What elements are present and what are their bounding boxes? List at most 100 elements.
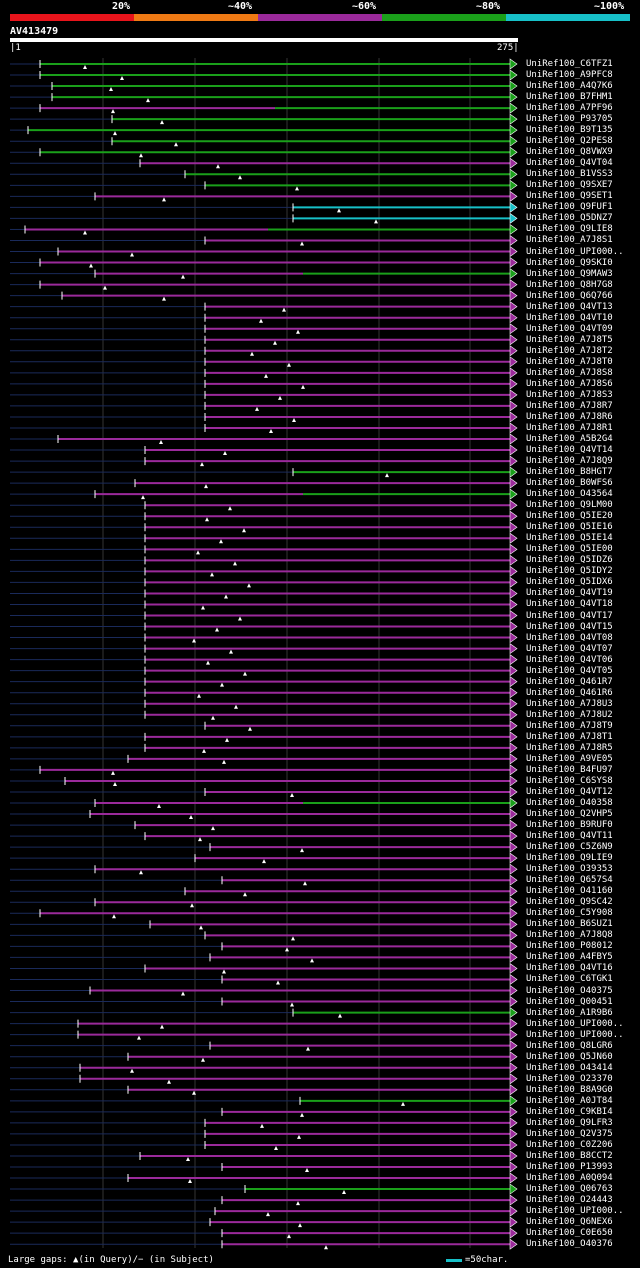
hit-label[interactable]: UniRef100_Q5IE16 — [526, 522, 613, 533]
hit-label[interactable]: UniRef100_Q461R7 — [526, 676, 613, 687]
hit-label[interactable]: UniRef100_A1R9B6 — [526, 1007, 613, 1018]
hit-label[interactable]: UniRef100_Q5IE00 — [526, 544, 613, 555]
hit-label[interactable]: UniRef100_Q4VT10 — [526, 312, 613, 323]
hit-label[interactable]: UniRef100_A7J8T5 — [526, 334, 613, 345]
hit-label[interactable]: UniRef100_A7J8T9 — [526, 720, 613, 731]
hit-label[interactable]: UniRef100_A7J8T1 — [526, 731, 613, 742]
hit-label[interactable]: UniRef100_Q9SKI0 — [526, 257, 613, 268]
hit-label[interactable]: UniRef100_A0Q094 — [526, 1173, 613, 1184]
hit-label[interactable]: UniRef100_O40376 — [526, 1239, 613, 1250]
hit-label[interactable]: UniRef100_A4FBY5 — [526, 952, 613, 963]
hit-label[interactable]: UniRef100_Q9MAW3 — [526, 268, 613, 279]
hit-label[interactable]: UniRef100_C0E650 — [526, 1228, 613, 1239]
hit-label[interactable]: UniRef100_B6SUZ1 — [526, 919, 613, 930]
hit-label[interactable]: UniRef100_A9VE05 — [526, 753, 613, 764]
hit-label[interactable]: UniRef100_B0WFS6 — [526, 478, 613, 489]
hit-label[interactable]: UniRef100_O24443 — [526, 1195, 613, 1206]
hit-label[interactable]: UniRef100_A7PF96 — [526, 103, 613, 114]
hit-label[interactable]: UniRef100_A7J8S3 — [526, 389, 613, 400]
hit-label[interactable]: UniRef100_Q9LFR3 — [526, 1117, 613, 1128]
hit-label[interactable]: UniRef100_Q5DNZ7 — [526, 213, 613, 224]
hit-label[interactable]: UniRef100_Q4VT18 — [526, 599, 613, 610]
hit-label[interactable]: UniRef100_Q4VT08 — [526, 632, 613, 643]
hit-label[interactable]: UniRef100_C0Z206 — [526, 1139, 613, 1150]
hit-label[interactable]: UniRef100_A4Q7K6 — [526, 81, 613, 92]
hit-label[interactable]: UniRef100_Q2V375 — [526, 1128, 613, 1139]
hit-label[interactable]: UniRef100_B7FHM1 — [526, 92, 613, 103]
hit-label[interactable]: UniRef100_O39353 — [526, 864, 613, 875]
hit-label[interactable]: UniRef100_C5Z6N9 — [526, 842, 613, 853]
hit-label[interactable]: UniRef100_Q00451 — [526, 996, 613, 1007]
hit-label[interactable]: UniRef100_A7J8R1 — [526, 422, 613, 433]
hit-label[interactable]: UniRef100_Q657S4 — [526, 875, 613, 886]
hit-label[interactable]: UniRef100_P93705 — [526, 114, 613, 125]
hit-label[interactable]: UniRef100_Q9LM00 — [526, 500, 613, 511]
hit-label[interactable]: UniRef100_Q8VWX9 — [526, 147, 613, 158]
hit-label[interactable]: UniRef100_Q5JN60 — [526, 1051, 613, 1062]
hit-label[interactable]: UniRef100_Q4VT13 — [526, 301, 613, 312]
hit-label[interactable]: UniRef100_C9KBI4 — [526, 1106, 613, 1117]
hit-label[interactable]: UniRef100_A7J8U3 — [526, 698, 613, 709]
hit-label[interactable]: UniRef100_B8A9G0 — [526, 1084, 613, 1095]
hit-label[interactable]: UniRef100_O41160 — [526, 886, 613, 897]
hit-label[interactable]: UniRef100_Q8LGR6 — [526, 1040, 613, 1051]
hit-label[interactable]: UniRef100_Q4VT05 — [526, 665, 613, 676]
hit-label[interactable]: UniRef100_B4FU97 — [526, 764, 613, 775]
hit-label[interactable]: UniRef100_Q4VT14 — [526, 445, 613, 456]
hit-label[interactable]: UniRef100_Q4VT19 — [526, 588, 613, 599]
hit-label[interactable]: UniRef100_Q9LIE9 — [526, 853, 613, 864]
hit-label[interactable]: UniRef100_Q2VHP5 — [526, 809, 613, 820]
hit-label[interactable]: UniRef100_Q5IE14 — [526, 533, 613, 544]
hit-label[interactable]: UniRef100_Q5IDX6 — [526, 577, 613, 588]
hit-label[interactable]: UniRef100_Q8H7G8 — [526, 279, 613, 290]
hit-label[interactable]: UniRef100_C5Y908 — [526, 908, 613, 919]
hit-label[interactable]: UniRef100_Q4VT15 — [526, 621, 613, 632]
hit-label[interactable]: UniRef100_A7J8Q9 — [526, 456, 613, 467]
hit-label[interactable]: UniRef100_Q4VT17 — [526, 610, 613, 621]
hit-label[interactable]: UniRef100_B8CCT2 — [526, 1150, 613, 1161]
hit-label[interactable]: UniRef100_A9PFC8 — [526, 70, 613, 81]
hit-label[interactable]: UniRef100_Q4VT09 — [526, 323, 613, 334]
hit-label[interactable]: UniRef100_Q5IDZ6 — [526, 555, 613, 566]
hit-label[interactable]: UniRef100_O23370 — [526, 1073, 613, 1084]
hit-label[interactable]: UniRef100_C6TFZ1 — [526, 59, 613, 69]
hit-label[interactable]: UniRef100_Q2PES8 — [526, 136, 613, 147]
hit-label[interactable]: UniRef100_Q06763 — [526, 1184, 613, 1195]
hit-label[interactable]: UniRef100_Q6Q766 — [526, 290, 613, 301]
hit-label[interactable]: UniRef100_Q4VT07 — [526, 643, 613, 654]
hit-label[interactable]: UniRef100_A7J8R5 — [526, 742, 613, 753]
hit-label[interactable]: UniRef100_Q9SXE7 — [526, 180, 613, 191]
hit-label[interactable]: UniRef100_Q4VT04 — [526, 158, 613, 169]
hit-label[interactable]: UniRef100_B9RUF0 — [526, 820, 613, 831]
hit-label[interactable]: UniRef100_O40358 — [526, 798, 613, 808]
hit-label[interactable]: UniRef100_A7J8S1 — [526, 235, 613, 246]
hit-label[interactable]: UniRef100_O43414 — [526, 1062, 613, 1073]
hit-label[interactable]: UniRef100_O40375 — [526, 985, 613, 996]
hit-label[interactable]: UniRef100_A0JT84 — [526, 1095, 613, 1106]
hit-label[interactable]: UniRef100_Q4VT11 — [526, 831, 613, 842]
hit-label[interactable]: UniRef100_P13993 — [526, 1162, 613, 1172]
hit-label[interactable]: UniRef100_Q6NEX6 — [526, 1217, 613, 1228]
hit-label[interactable]: UniRef100_C6SYS8 — [526, 775, 613, 786]
hit-label[interactable]: UniRef100_A7J8S6 — [526, 378, 613, 389]
hit-label[interactable]: UniRef100_A7J8R6 — [526, 411, 613, 422]
hit-label[interactable]: UniRef100_UPI000.. — [526, 246, 624, 257]
hit-label[interactable]: UniRef100_Q9SC42 — [526, 897, 613, 908]
hit-label[interactable]: UniRef100_A7J8U2 — [526, 709, 613, 720]
hit-label[interactable]: UniRef100_B9T135 — [526, 125, 613, 136]
hit-label[interactable]: UniRef100_UPI000.. — [526, 1018, 624, 1029]
hit-label[interactable]: UniRef100_A7J8T0 — [526, 356, 613, 367]
hit-label[interactable]: UniRef100_Q5IDY2 — [526, 566, 613, 577]
hit-label[interactable]: UniRef100_A5B2G4 — [526, 434, 613, 445]
hit-label[interactable]: UniRef100_A7J8Q8 — [526, 930, 613, 941]
hit-label[interactable]: UniRef100_Q5IE20 — [526, 511, 613, 522]
hit-label[interactable]: UniRef100_UPI000.. — [526, 1029, 624, 1040]
hit-label[interactable]: UniRef100_B1VSS3 — [526, 169, 613, 180]
hit-label[interactable]: UniRef100_Q461R6 — [526, 687, 613, 698]
hit-label[interactable]: UniRef100_Q9SET1 — [526, 191, 613, 202]
hit-label[interactable]: UniRef100_P08012 — [526, 941, 613, 952]
hit-label[interactable]: UniRef100_Q4VT06 — [526, 654, 613, 665]
hit-label[interactable]: UniRef100_Q4VT12 — [526, 786, 613, 797]
hit-label[interactable]: UniRef100_Q9FUF1 — [526, 202, 613, 213]
hit-label[interactable]: UniRef100_UPI000.. — [526, 1206, 624, 1217]
